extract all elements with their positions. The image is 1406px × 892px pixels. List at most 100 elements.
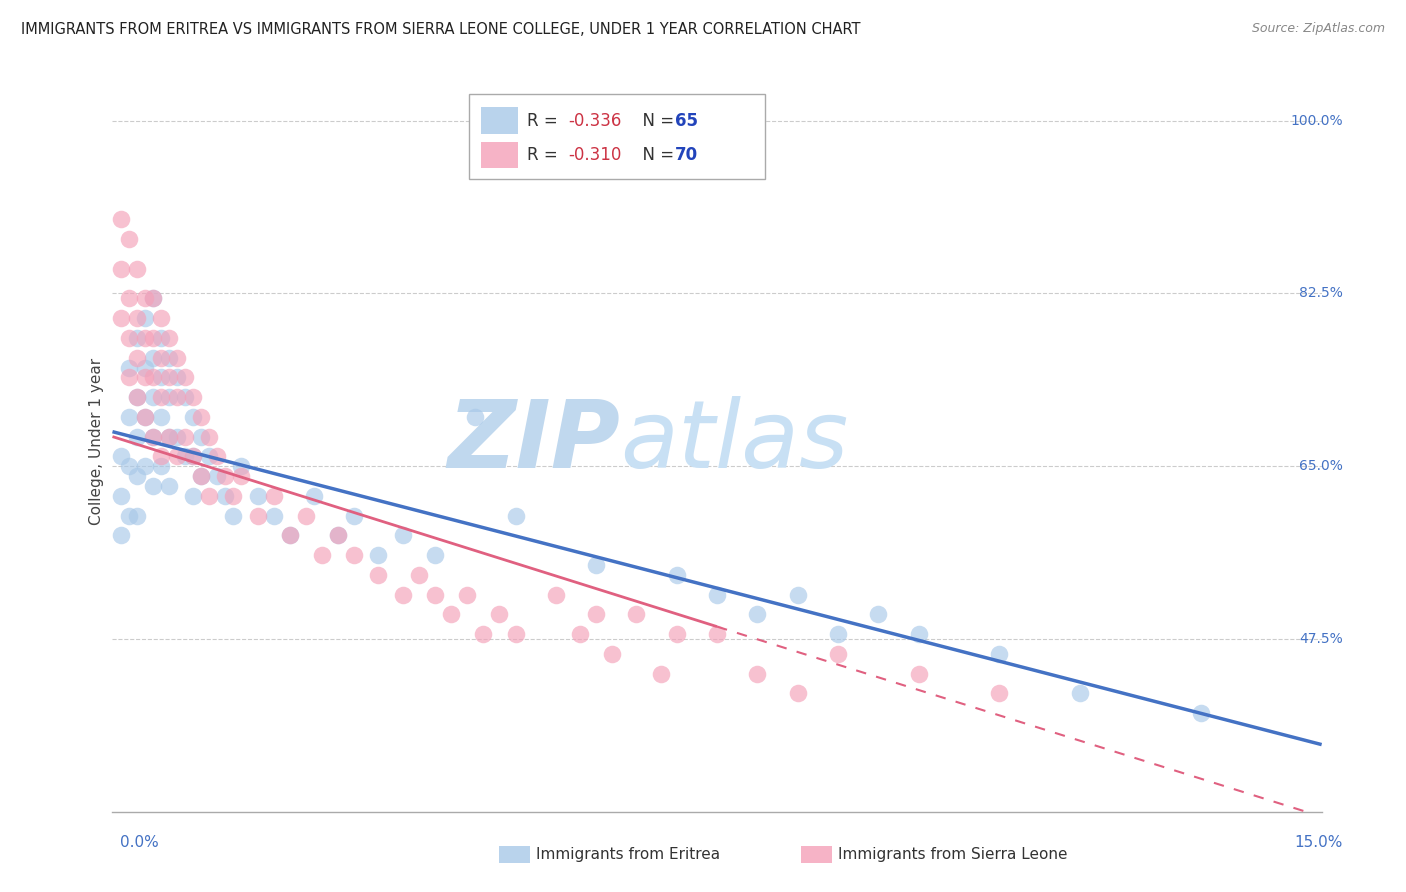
- Point: [110, 261, 132, 276]
- Point: [142, 331, 165, 345]
- Point: [134, 409, 156, 424]
- Point: [117, 331, 139, 345]
- Point: [367, 548, 389, 562]
- Point: [166, 390, 188, 404]
- Point: [343, 548, 366, 562]
- Point: [125, 390, 148, 404]
- Point: [149, 409, 172, 424]
- Text: Source: ZipAtlas.com: Source: ZipAtlas.com: [1251, 22, 1385, 36]
- Point: [157, 331, 180, 345]
- Point: [134, 311, 156, 326]
- Text: Immigrants from Sierra Leone: Immigrants from Sierra Leone: [838, 847, 1067, 862]
- Point: [505, 508, 527, 523]
- Point: [125, 351, 148, 365]
- Point: [328, 528, 350, 542]
- Point: [149, 370, 172, 384]
- Point: [747, 607, 769, 622]
- Point: [181, 409, 204, 424]
- Point: [117, 292, 139, 306]
- Point: [569, 627, 592, 641]
- Text: 65: 65: [675, 112, 697, 130]
- Point: [488, 607, 510, 622]
- Point: [157, 390, 180, 404]
- Point: [456, 588, 478, 602]
- Text: -0.336: -0.336: [568, 112, 621, 130]
- Point: [134, 370, 156, 384]
- Point: [125, 261, 148, 276]
- Point: [149, 459, 172, 474]
- Point: [585, 558, 607, 572]
- Text: Immigrants from Eritrea: Immigrants from Eritrea: [536, 847, 720, 862]
- Point: [464, 409, 486, 424]
- Point: [214, 469, 236, 483]
- Point: [827, 627, 849, 641]
- Point: [988, 647, 1011, 661]
- Point: [142, 479, 165, 493]
- Point: [166, 429, 188, 443]
- Point: [142, 292, 165, 306]
- Point: [544, 588, 567, 602]
- Point: [166, 450, 188, 464]
- Point: [311, 548, 333, 562]
- Point: [626, 607, 648, 622]
- Point: [110, 212, 132, 227]
- Point: [134, 409, 156, 424]
- Point: [142, 429, 165, 443]
- Point: [117, 409, 139, 424]
- Point: [142, 390, 165, 404]
- FancyBboxPatch shape: [481, 142, 517, 169]
- Point: [207, 450, 229, 464]
- Point: [190, 409, 212, 424]
- Point: [423, 588, 446, 602]
- Point: [198, 450, 221, 464]
- Point: [149, 311, 172, 326]
- Point: [125, 469, 148, 483]
- Point: [134, 360, 156, 375]
- Point: [181, 489, 204, 503]
- Point: [367, 567, 389, 582]
- Point: [198, 489, 221, 503]
- Point: [157, 370, 180, 384]
- Text: IMMIGRANTS FROM ERITREA VS IMMIGRANTS FROM SIERRA LEONE COLLEGE, UNDER 1 YEAR CO: IMMIGRANTS FROM ERITREA VS IMMIGRANTS FR…: [21, 22, 860, 37]
- Point: [110, 450, 132, 464]
- Point: [174, 390, 197, 404]
- Point: [263, 508, 285, 523]
- Point: [110, 311, 132, 326]
- Point: [117, 360, 139, 375]
- Text: R =: R =: [527, 146, 564, 164]
- Text: 82.5%: 82.5%: [1299, 286, 1343, 301]
- Point: [295, 508, 318, 523]
- Point: [174, 429, 197, 443]
- Point: [907, 627, 929, 641]
- Point: [125, 311, 148, 326]
- Point: [110, 528, 132, 542]
- Point: [149, 450, 172, 464]
- FancyBboxPatch shape: [481, 108, 517, 134]
- Point: [600, 647, 623, 661]
- Point: [166, 351, 188, 365]
- Point: [125, 331, 148, 345]
- Point: [907, 666, 929, 681]
- Point: [302, 489, 325, 503]
- Point: [149, 390, 172, 404]
- Point: [505, 627, 527, 641]
- Point: [134, 331, 156, 345]
- Text: atlas: atlas: [620, 396, 849, 487]
- Point: [1189, 706, 1212, 720]
- Point: [174, 370, 197, 384]
- Point: [263, 489, 285, 503]
- Point: [246, 489, 269, 503]
- Y-axis label: College, Under 1 year: College, Under 1 year: [89, 358, 104, 525]
- Text: N =: N =: [633, 112, 679, 130]
- Point: [747, 666, 769, 681]
- Point: [134, 292, 156, 306]
- Point: [142, 351, 165, 365]
- Point: [231, 459, 253, 474]
- Point: [174, 450, 197, 464]
- Point: [278, 528, 301, 542]
- Point: [650, 666, 672, 681]
- Point: [423, 548, 446, 562]
- Point: [278, 528, 301, 542]
- Point: [149, 351, 172, 365]
- Point: [585, 607, 607, 622]
